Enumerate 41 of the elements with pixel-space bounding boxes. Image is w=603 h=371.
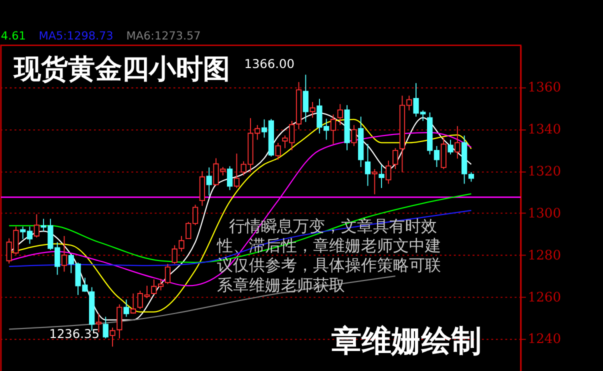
y-tick-label: 1280 <box>528 248 562 264</box>
candlestick <box>130 293 136 314</box>
candlestick <box>234 153 240 188</box>
candlestick <box>386 160 392 184</box>
candlestick <box>61 236 68 272</box>
candlestick <box>275 142 281 160</box>
candlestick <box>124 299 130 318</box>
y-tick-label: 1320 <box>528 164 562 180</box>
candlestick <box>330 114 336 144</box>
annotation: 章维姗绘制 <box>331 324 482 360</box>
text: 4.61 <box>0 30 26 43</box>
candlestick <box>337 104 343 126</box>
y-tick-label: 1360 <box>528 80 562 96</box>
chart-title: 现货黄金四小时图 <box>13 54 230 86</box>
candlestick <box>440 137 446 170</box>
annotation: 1366.00 <box>244 57 294 72</box>
annotation: 1236.35 <box>49 327 100 342</box>
candlestick <box>448 139 454 155</box>
candlestick <box>116 304 122 339</box>
candlestick <box>164 263 171 285</box>
y-tick-label: 1340 <box>528 122 562 138</box>
candlestick <box>226 166 233 191</box>
candlestick <box>34 214 40 238</box>
candlestick <box>454 126 460 160</box>
candlestick <box>468 172 474 182</box>
candlestick <box>364 143 371 186</box>
candlestick <box>206 166 212 196</box>
candlestick <box>110 327 116 348</box>
text: MA5:1298.73 <box>38 30 114 43</box>
candlestick <box>392 148 398 170</box>
candlestick <box>199 170 206 206</box>
text: MA6:1273.57 <box>126 30 201 43</box>
candlestick <box>372 168 378 195</box>
y-tick-label: 1240 <box>528 332 562 348</box>
candlestick <box>302 74 308 122</box>
candlestick <box>102 316 108 339</box>
y-tick-label: 1300 <box>528 206 562 222</box>
candlestick <box>378 164 384 188</box>
y-tick-label: 1260 <box>528 290 562 306</box>
candlestick <box>310 102 316 118</box>
candlestick <box>351 124 357 147</box>
